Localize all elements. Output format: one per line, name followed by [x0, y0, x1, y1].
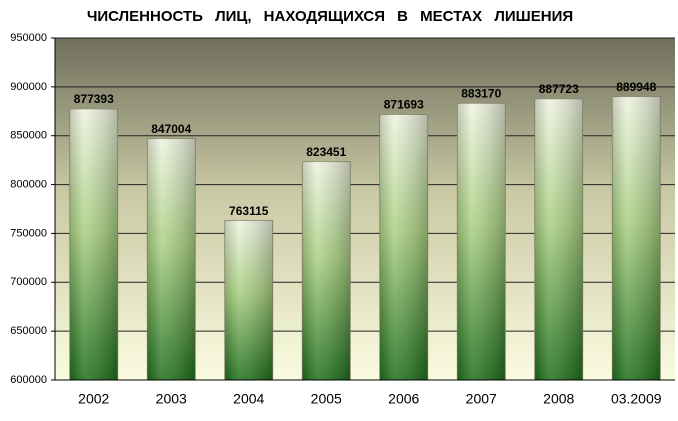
x-tick-label: 2003 [156, 391, 187, 407]
y-tick-label: 650000 [10, 325, 47, 337]
bar-shade [147, 138, 196, 380]
bar-shade [612, 96, 661, 380]
y-tick-label: 950000 [10, 32, 47, 44]
y-tick-label: 850000 [10, 130, 47, 142]
bar-shade [534, 98, 583, 381]
value-label: 883170 [461, 86, 501, 100]
bar-shade [224, 220, 273, 380]
chart-title: ЧИСЛЕННОСТЬ ЛИЦ, НАХОДЯЩИХСЯ В МЕСТАХ ЛИ… [87, 8, 573, 25]
y-tick-label: 600000 [10, 374, 47, 386]
bar-shade [379, 114, 428, 381]
x-tick-label: 2002 [78, 391, 109, 407]
x-tick-label: 2008 [543, 391, 574, 407]
value-label: 823451 [306, 145, 346, 159]
x-tick-label: 2007 [466, 391, 497, 407]
x-tick-label: 2006 [388, 391, 419, 407]
y-tick-label: 900000 [10, 81, 47, 93]
value-label: 847004 [151, 122, 191, 136]
y-tick-label: 700000 [10, 276, 47, 288]
x-tick-label: 03.2009 [611, 391, 662, 407]
bar-shade [457, 103, 506, 380]
value-label: 877393 [74, 92, 114, 106]
value-label: 889948 [616, 80, 656, 94]
y-tick-label: 800000 [10, 178, 47, 190]
value-label: 887723 [539, 82, 579, 96]
y-tick-label: 750000 [10, 227, 47, 239]
x-tick-label: 2005 [311, 391, 342, 407]
x-tick-label: 2004 [233, 391, 264, 407]
bar-shade [69, 108, 118, 380]
bar-shade [302, 161, 351, 380]
value-label: 871693 [384, 98, 424, 112]
value-label: 763115 [229, 204, 269, 218]
